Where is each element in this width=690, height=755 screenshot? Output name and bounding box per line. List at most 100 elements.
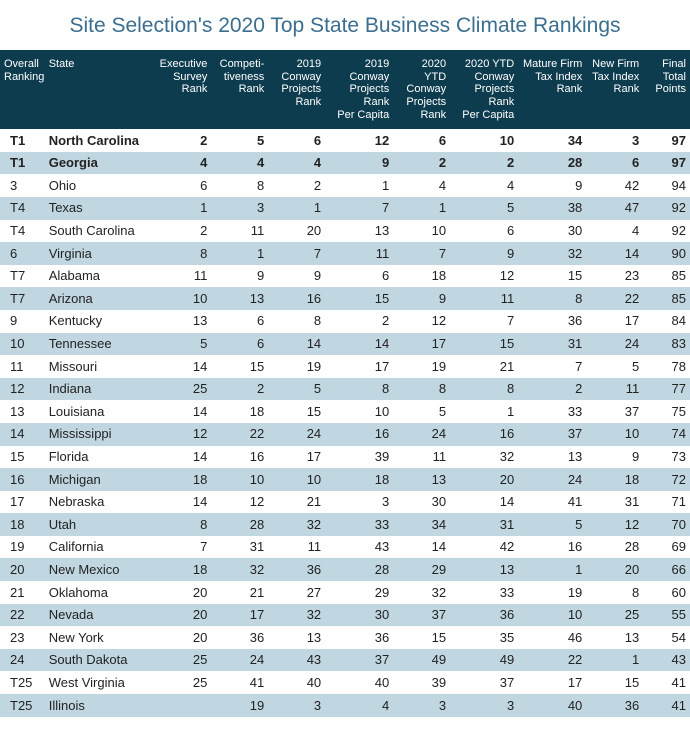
header-label: Total	[663, 71, 686, 83]
cell-mature: 38	[518, 197, 586, 220]
cell-state: Tennessee	[45, 333, 155, 356]
cell-proj20pc: 10	[450, 129, 518, 152]
header-label: Tax Index	[592, 71, 639, 83]
cell-newfirm: 15	[586, 671, 643, 694]
table-row: 9Kentucky13682127361784	[0, 310, 690, 333]
table-row: 16Michigan181010181320241872	[0, 468, 690, 491]
table-row: 19California73111431442162869	[0, 536, 690, 559]
cell-proj19: 15	[268, 400, 325, 423]
cell-newfirm: 24	[586, 333, 643, 356]
header-label: 2020 YTD	[465, 58, 514, 70]
cell-proj20: 10	[393, 220, 450, 243]
column-header-state: State	[45, 50, 155, 129]
cell-final: 85	[643, 265, 690, 288]
cell-comp: 21	[211, 581, 268, 604]
header-label: Tax Index	[535, 71, 582, 83]
table-row: 3Ohio68214494294	[0, 174, 690, 197]
header-label: Per Capita	[462, 109, 514, 121]
cell-rank: 15	[0, 446, 45, 469]
cell-comp: 8	[211, 174, 268, 197]
cell-proj19pc: 1	[325, 174, 393, 197]
cell-proj19pc: 16	[325, 423, 393, 446]
cell-mature: 10	[518, 604, 586, 627]
cell-exec: 8	[154, 513, 211, 536]
cell-final: 71	[643, 491, 690, 514]
cell-proj19: 14	[268, 333, 325, 356]
cell-exec: 25	[154, 649, 211, 672]
cell-newfirm: 11	[586, 378, 643, 401]
header-label: Overall	[4, 58, 39, 70]
cell-proj20: 34	[393, 513, 450, 536]
cell-final: 92	[643, 197, 690, 220]
cell-proj20pc: 15	[450, 333, 518, 356]
cell-proj19: 1	[268, 197, 325, 220]
cell-exec: 6	[154, 174, 211, 197]
cell-state: Louisiana	[45, 400, 155, 423]
cell-proj19pc: 8	[325, 378, 393, 401]
cell-proj20pc: 8	[450, 378, 518, 401]
column-header-comp: Competi-tivenessRank	[211, 50, 268, 129]
cell-comp: 22	[211, 423, 268, 446]
table-row: T25West Virginia254140403937171541	[0, 671, 690, 694]
header-label: Rank	[614, 83, 640, 95]
cell-proj19: 19	[268, 355, 325, 378]
cell-rank: 23	[0, 626, 45, 649]
header-label: Survey	[173, 71, 207, 83]
header-label: Rank	[182, 83, 208, 95]
cell-newfirm: 18	[586, 468, 643, 491]
cell-rank: 9	[0, 310, 45, 333]
cell-newfirm: 25	[586, 604, 643, 627]
cell-mature: 32	[518, 242, 586, 265]
cell-mature: 28	[518, 152, 586, 175]
cell-state: Michigan	[45, 468, 155, 491]
cell-rank: 17	[0, 491, 45, 514]
cell-state: Georgia	[45, 152, 155, 175]
cell-proj20pc: 37	[450, 671, 518, 694]
cell-rank: 20	[0, 558, 45, 581]
cell-rank: 14	[0, 423, 45, 446]
cell-newfirm: 47	[586, 197, 643, 220]
cell-state: South Dakota	[45, 649, 155, 672]
cell-newfirm: 6	[586, 152, 643, 175]
cell-exec: 18	[154, 468, 211, 491]
cell-proj20: 6	[393, 129, 450, 152]
header-label: 2019	[365, 58, 389, 70]
table-row: T25Illinois193433403641	[0, 694, 690, 717]
cell-comp: 17	[211, 604, 268, 627]
cell-comp: 1	[211, 242, 268, 265]
cell-proj20: 14	[393, 536, 450, 559]
cell-proj20pc: 1	[450, 400, 518, 423]
cell-proj20pc: 6	[450, 220, 518, 243]
cell-proj20: 29	[393, 558, 450, 581]
table-row: 17Nebraska14122133014413171	[0, 491, 690, 514]
cell-rank: 6	[0, 242, 45, 265]
cell-mature: 40	[518, 694, 586, 717]
cell-exec	[154, 694, 211, 717]
cell-proj20pc: 32	[450, 446, 518, 469]
cell-proj19pc: 29	[325, 581, 393, 604]
cell-proj19pc: 18	[325, 468, 393, 491]
cell-mature: 31	[518, 333, 586, 356]
cell-comp: 16	[211, 446, 268, 469]
cell-proj19: 32	[268, 604, 325, 627]
cell-mature: 16	[518, 536, 586, 559]
cell-rank: T7	[0, 265, 45, 288]
cell-mature: 37	[518, 423, 586, 446]
cell-proj19: 8	[268, 310, 325, 333]
header-label: Rank	[295, 96, 321, 108]
cell-newfirm: 10	[586, 423, 643, 446]
header-label: Ranking	[4, 71, 44, 83]
cell-proj20pc: 14	[450, 491, 518, 514]
cell-proj20pc: 5	[450, 197, 518, 220]
cell-state: Indiana	[45, 378, 155, 401]
cell-newfirm: 22	[586, 287, 643, 310]
cell-newfirm: 17	[586, 310, 643, 333]
cell-final: 43	[643, 649, 690, 672]
cell-exec: 25	[154, 378, 211, 401]
cell-rank: T1	[0, 152, 45, 175]
cell-exec: 2	[154, 129, 211, 152]
cell-proj20pc: 7	[450, 310, 518, 333]
cell-comp: 24	[211, 649, 268, 672]
header-label: Projects Rank	[349, 83, 389, 108]
cell-rank: T25	[0, 671, 45, 694]
